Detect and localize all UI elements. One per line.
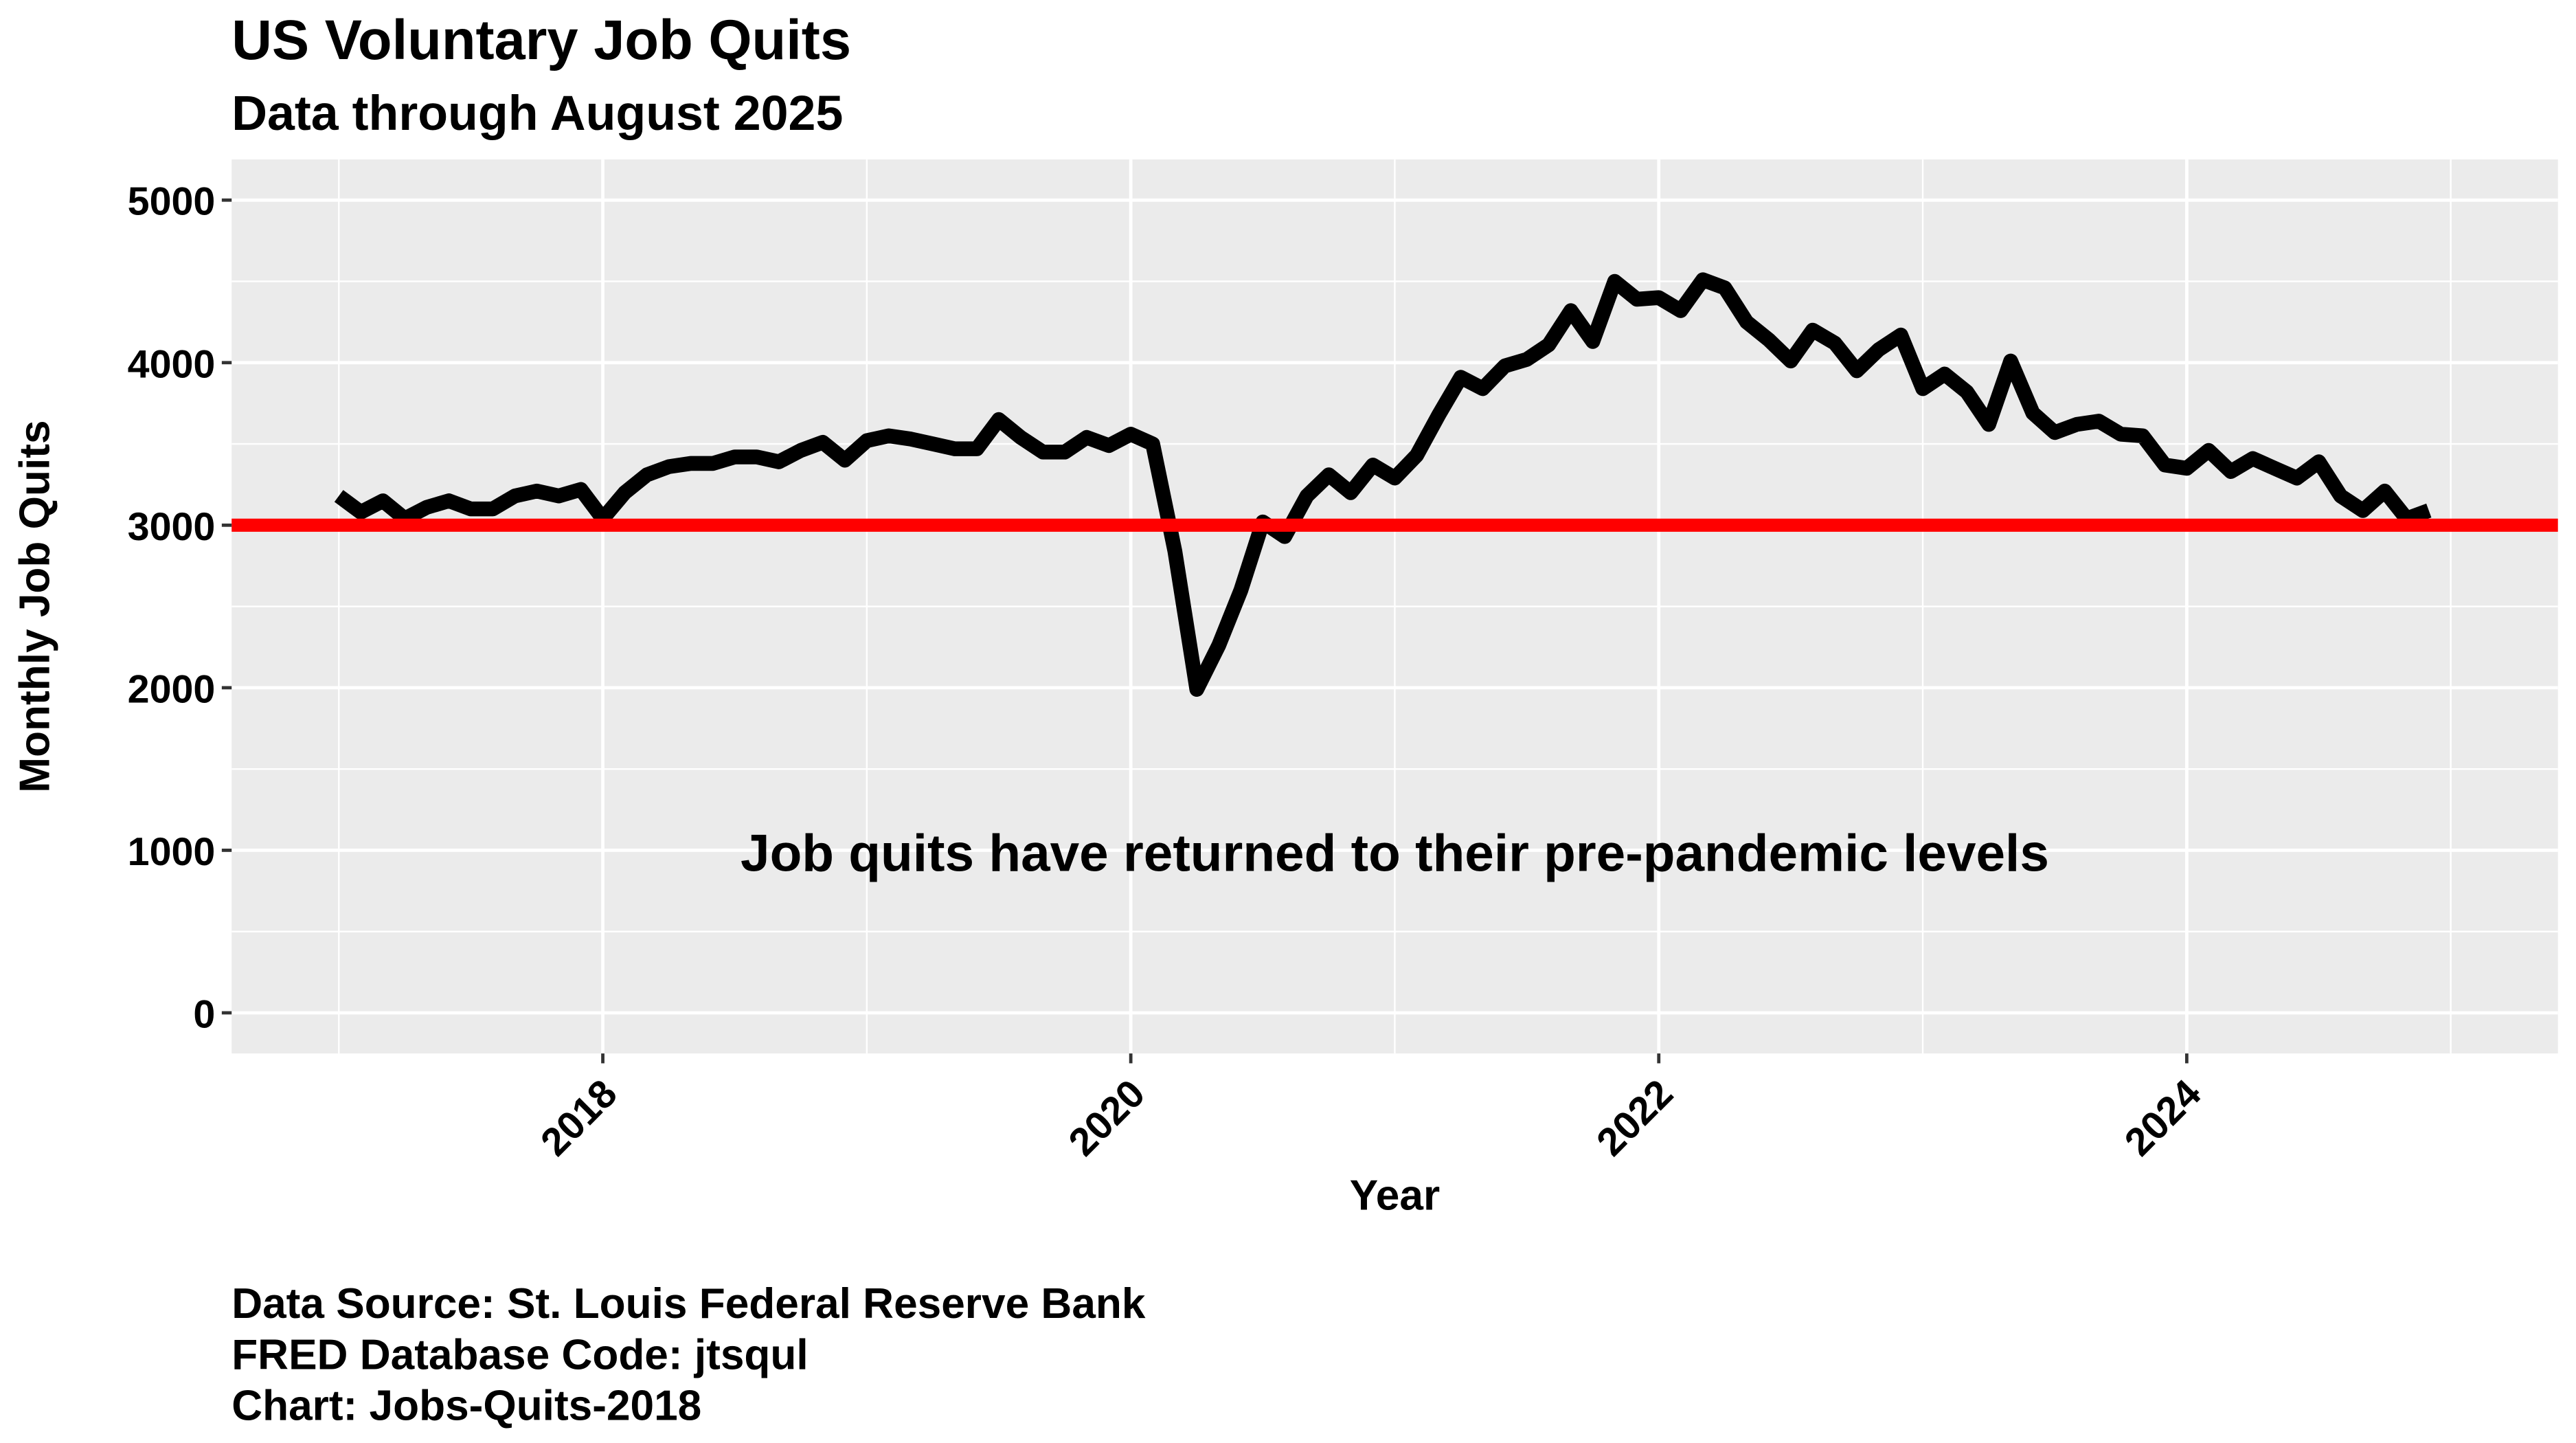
- annotation: Job quits have returned to their pre-pan…: [741, 825, 2049, 883]
- y-tick-label: 5000: [128, 180, 216, 224]
- y-tick-label: 0: [193, 992, 215, 1036]
- x-axis-title: Year: [1350, 1172, 1440, 1219]
- data-line: [334, 272, 2432, 697]
- y-tick-label: 3000: [128, 505, 216, 549]
- x-tick-label: 2018: [532, 1071, 626, 1165]
- x-tick-label: 2022: [1588, 1071, 1682, 1165]
- x-tick-label: 2020: [1061, 1071, 1154, 1165]
- y-tick-label: 4000: [128, 342, 216, 386]
- y-tick-label: 1000: [128, 830, 216, 874]
- caption-line: FRED Database Code: jtsqul: [231, 1331, 808, 1378]
- y-axis-title: Monthly Job Quits: [12, 420, 59, 792]
- y-tick-label: 2000: [128, 667, 216, 711]
- chart-title: US Voluntary Job Quits: [231, 9, 851, 71]
- chart-subtitle: Data through August 2025: [231, 86, 843, 141]
- caption-line: Chart: Jobs-Quits-2018: [231, 1382, 701, 1429]
- x-tick-label: 2024: [2116, 1071, 2210, 1165]
- caption-line: Data Source: St. Louis Federal Reserve B…: [231, 1280, 1146, 1328]
